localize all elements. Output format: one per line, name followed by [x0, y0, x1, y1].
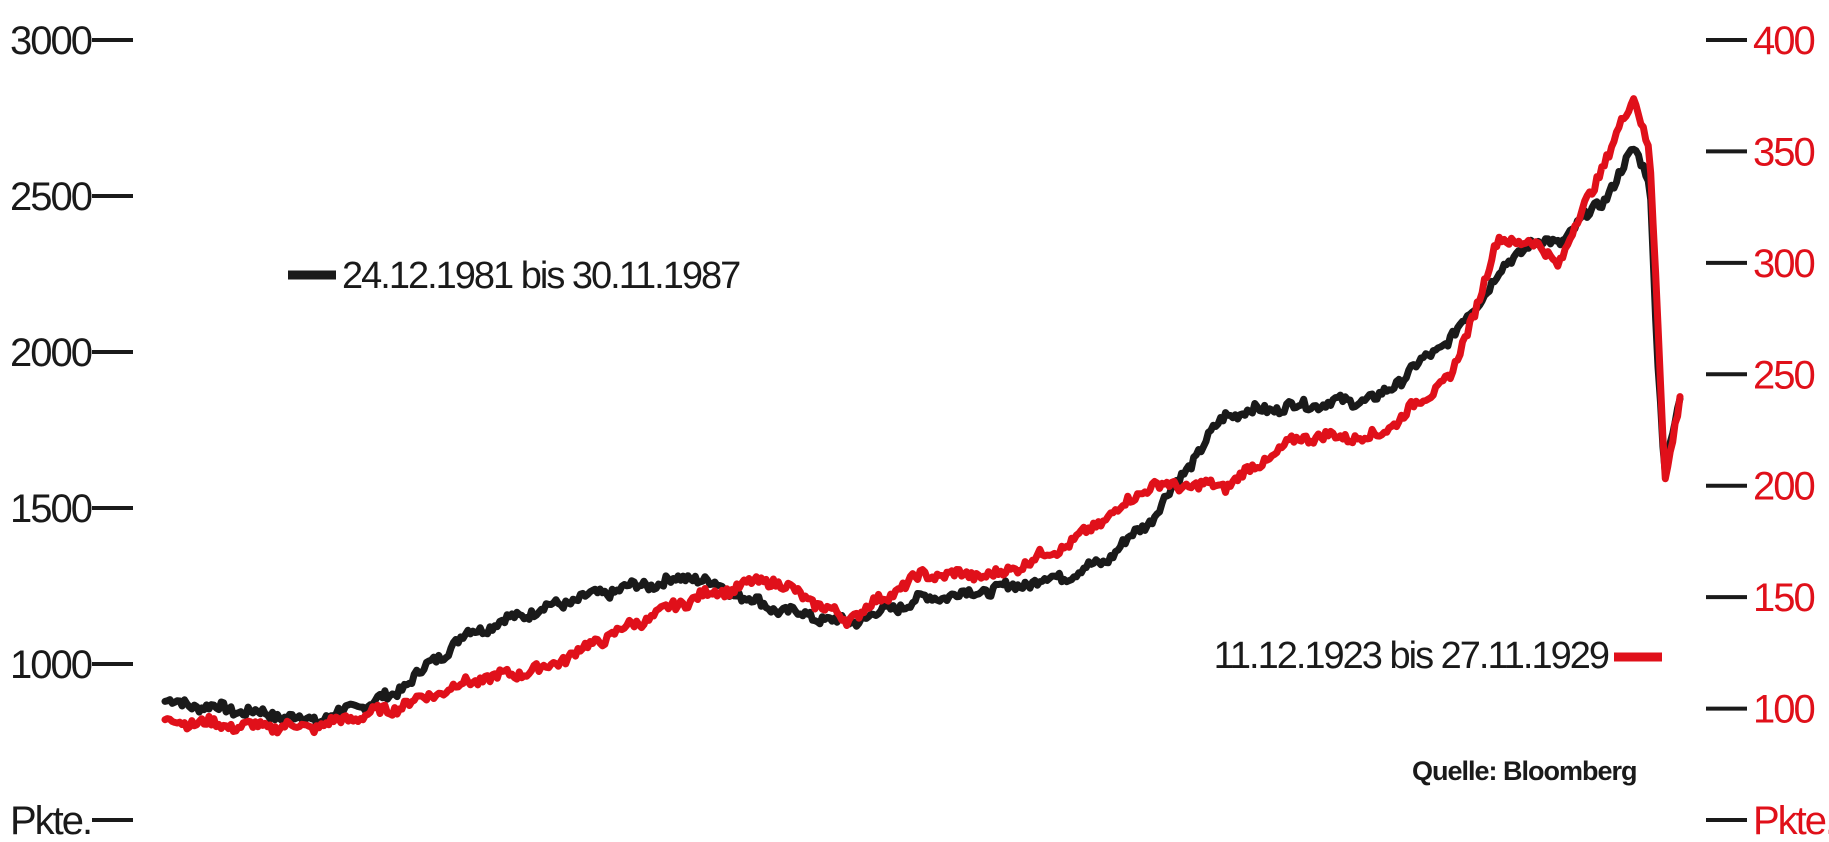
right-tick-label: 300 — [1753, 242, 1814, 286]
left-unit-label: Pkte. — [10, 799, 91, 842]
series-line-red — [161, 95, 1684, 737]
left-tick-label: 2500 — [10, 175, 92, 219]
legend-red: 11.12.1923 bis 27.11.1929 — [1214, 635, 1662, 677]
right-axis: 100 150 200 250 300 350 400 Pkte. — [1706, 19, 1829, 842]
right-tick-label: 350 — [1753, 130, 1814, 174]
right-tick-label: 400 — [1753, 19, 1814, 63]
legend-red-label: 11.12.1923 bis 27.11.1929 — [1214, 635, 1609, 677]
left-tick-label: 3000 — [10, 19, 92, 63]
right-tick-label: 200 — [1753, 465, 1814, 509]
left-tick-label: 1000 — [10, 643, 92, 687]
right-unit-label: Pkte. — [1753, 799, 1829, 842]
legend-black-label: 24.12.1981 bis 30.11.1987 — [342, 255, 740, 297]
legend-black: 24.12.1981 bis 30.11.1987 — [288, 255, 742, 297]
source-label: Quelle: Bloomberg — [1412, 756, 1637, 786]
left-tick-label: 1500 — [10, 487, 92, 531]
series-layer — [161, 95, 1684, 737]
right-tick-label: 100 — [1753, 688, 1814, 732]
series-line-black — [161, 145, 1684, 728]
right-tick-label: 250 — [1753, 353, 1814, 397]
left-axis: 1000 1500 2000 2500 3000 Pkte. — [10, 19, 133, 842]
left-tick-label: 2000 — [10, 331, 92, 375]
right-tick-label: 150 — [1753, 576, 1814, 620]
